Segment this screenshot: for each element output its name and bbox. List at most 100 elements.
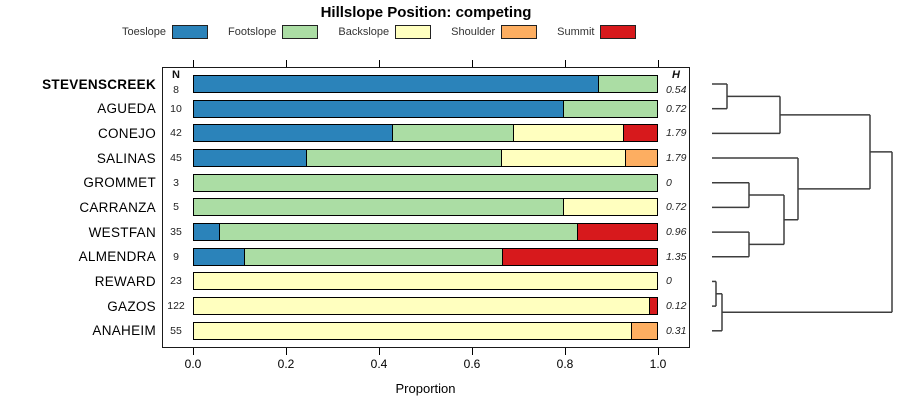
x-axis-tick-top (471, 60, 473, 67)
bar-segment-backslope (194, 322, 632, 339)
h-diversity-value: 0.96 (666, 226, 687, 239)
bar-segment-toeslope (194, 76, 600, 92)
legend-swatch-summit (600, 25, 637, 39)
bar-segment-backslope (502, 150, 626, 167)
n-value: 42 (170, 127, 182, 140)
bar-segment-shoulder (631, 322, 657, 339)
legend-swatch-backslope (395, 25, 432, 39)
row-label-salinas: SALINAS (96, 150, 156, 166)
n-value: 55 (170, 324, 182, 337)
n-value: 3 (173, 176, 179, 189)
stacked-bar-gazos (193, 297, 658, 316)
h-diversity-value: 0.12 (666, 300, 687, 313)
x-axis-tick-bottom (471, 348, 473, 355)
row-label-grommet: GROMMET (83, 175, 156, 191)
n-value: 23 (170, 275, 182, 288)
legend: Toeslope Footslope Backslope Shoulder Summit (122, 25, 637, 39)
x-axis-tick-label: 0.4 (370, 357, 388, 371)
h-diversity-value: 1.79 (666, 152, 687, 165)
n-value: 9 (173, 250, 179, 263)
stacked-bar-carranza (193, 198, 658, 217)
h-column-header: H (672, 69, 680, 81)
h-diversity-value: 0.54 (666, 84, 687, 96)
x-axis-tick-bottom (564, 348, 566, 355)
x-axis-tick-bottom (657, 348, 659, 355)
h-diversity-value: 0.72 (666, 201, 687, 214)
stacked-bar-stevenscreek (193, 75, 658, 93)
legend-label: Toeslope (122, 26, 167, 38)
stacked-bar-agueda (193, 99, 658, 118)
legend-label: Backslope (338, 26, 390, 38)
h-diversity-value: 1.79 (666, 127, 687, 140)
x-axis-tick-bottom (192, 348, 194, 355)
bar-segment-footslope (194, 199, 565, 216)
bar-segment-summit (577, 224, 657, 241)
bar-segment-footslope (564, 100, 657, 117)
legend-label: Summit (557, 26, 595, 38)
row-label-anaheim: ANAHEIM (92, 323, 156, 339)
legend-item-shoulder: Shoulder (451, 25, 538, 39)
bar-segment-footslope (194, 174, 657, 191)
x-axis-tick-top (378, 60, 380, 67)
x-axis-tick-label: 0.6 (463, 357, 481, 371)
bar-segment-toeslope (194, 248, 246, 265)
n-value: 8 (173, 84, 179, 96)
legend-item-backslope: Backslope (338, 25, 432, 39)
legend-swatch-footslope (282, 25, 319, 39)
bar-segment-footslope (599, 76, 657, 92)
row-label-conejo: CONEJO (97, 125, 156, 141)
bar-segment-toeslope (194, 100, 565, 117)
chart-title: Hillslope Position: competing (320, 4, 532, 21)
bar-segment-footslope (245, 248, 503, 265)
bar-segment-summit (649, 298, 657, 315)
x-axis-tick-top (564, 60, 566, 67)
bar-segment-footslope (220, 224, 578, 241)
n-value: 35 (170, 226, 182, 239)
row-label-gazos: GAZOS (107, 298, 156, 314)
bar-segment-backslope (194, 298, 650, 315)
bar-segment-footslope (392, 125, 514, 142)
h-diversity-value: 0 (666, 275, 672, 288)
bar-segment-footslope (306, 150, 503, 167)
h-diversity-value: 1.35 (666, 250, 687, 263)
n-value: 5 (173, 201, 179, 214)
x-axis-label: Proportion (395, 381, 456, 396)
bar-segment-backslope (194, 273, 657, 290)
x-axis-tick-label: 0.8 (556, 357, 574, 371)
bar-segment-toeslope (194, 224, 221, 241)
legend-item-footslope: Footslope (228, 25, 319, 39)
n-value: 10 (170, 102, 182, 115)
x-axis-tick-top (192, 60, 194, 67)
stacked-bar-conejo (193, 124, 658, 143)
x-axis-tick-label: 0.0 (184, 357, 202, 371)
n-value: 122 (167, 300, 185, 313)
legend-label: Footslope (228, 26, 277, 38)
stacked-bar-almendra (193, 247, 658, 266)
x-axis-tick-top (285, 60, 287, 67)
legend-label: Shoulder (451, 26, 496, 38)
row-label-reward: REWARD (94, 273, 156, 289)
bar-segment-summit (502, 248, 657, 265)
h-diversity-value: 0 (666, 176, 672, 189)
x-axis-tick-bottom (378, 348, 380, 355)
row-label-stevenscreek: STEVENSCREEK (42, 76, 156, 92)
n-value: 45 (170, 152, 182, 165)
x-axis-tick-bottom (285, 348, 287, 355)
row-label-almendra: ALMENDRA (78, 249, 156, 265)
bar-segment-toeslope (194, 150, 307, 167)
bar-segment-shoulder (625, 150, 657, 167)
legend-swatch-toeslope (172, 25, 209, 39)
row-label-agueda: AGUEDA (97, 101, 156, 117)
n-column-header: N (172, 69, 180, 81)
bar-segment-summit (624, 125, 657, 142)
x-axis-tick-label: 0.2 (277, 357, 295, 371)
legend-swatch-shoulder (501, 25, 538, 39)
x-axis-tick-label: 1.0 (649, 357, 667, 371)
row-label-carranza: CARRANZA (79, 199, 156, 215)
stacked-bar-westfan (193, 223, 658, 242)
row-label-westfan: WESTFAN (88, 224, 156, 240)
bar-segment-backslope (513, 125, 625, 142)
stacked-bar-anaheim (193, 321, 658, 340)
bar-segment-toeslope (194, 125, 393, 142)
